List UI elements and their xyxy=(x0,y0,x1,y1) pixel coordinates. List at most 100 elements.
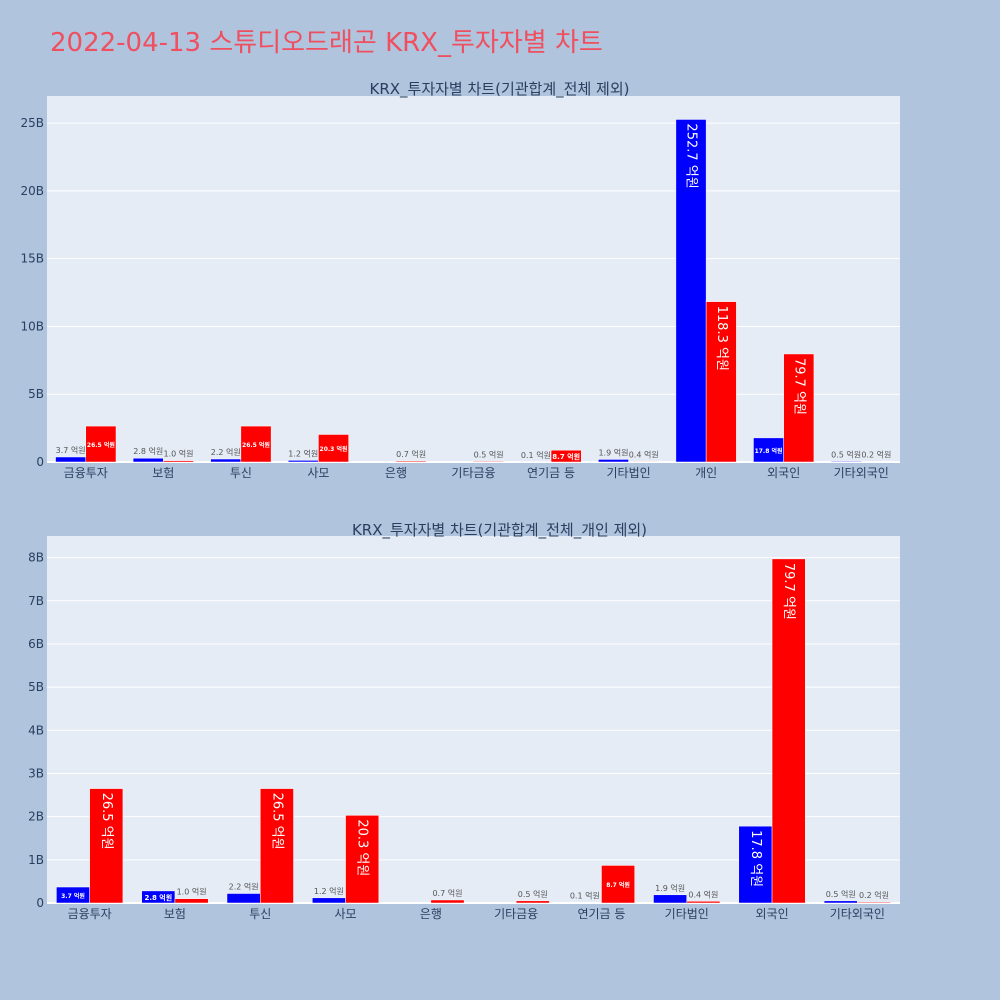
bar xyxy=(312,897,346,904)
data-label: 2.8 억원 xyxy=(144,893,172,902)
data-label: 17.8 억원 xyxy=(748,830,763,887)
bar xyxy=(675,119,707,463)
data-label: 118.3 억원 xyxy=(714,306,729,371)
data-label: 252.7 억원 xyxy=(684,123,699,188)
chart-title: KRX_투자자별 차트(기관합계_전체_개인 제외) xyxy=(352,521,647,540)
data-label: 1.0 억원 xyxy=(177,887,207,897)
bar xyxy=(473,461,504,463)
x-tick-label: 은행 xyxy=(385,465,407,480)
data-label: 1.2 억원 xyxy=(314,886,344,896)
bar xyxy=(857,901,891,904)
x-tick-label: 개인 xyxy=(695,466,717,480)
bar xyxy=(345,815,380,904)
bar xyxy=(210,458,242,463)
y-tick-label: 3B xyxy=(28,766,44,780)
data-label: 0.1 억원 xyxy=(521,450,551,460)
x-tick-label: 외국인 xyxy=(755,907,788,921)
x-tick-label: 투신 xyxy=(230,466,252,480)
data-label: 2.2 억원 xyxy=(211,447,241,457)
data-label: 17.8 억원 xyxy=(755,447,783,455)
x-tick-label: 금융투자 xyxy=(64,466,108,480)
bar xyxy=(55,456,87,463)
x-tick-label: 기타외국인 xyxy=(830,907,885,921)
data-label: 8.7 억원 xyxy=(606,881,630,889)
bar xyxy=(705,301,737,463)
data-label: 0.5 억원 xyxy=(474,449,504,459)
y-tick-label: 2B xyxy=(28,810,44,824)
y-tick-label: 7B xyxy=(28,594,44,608)
x-tick-label: 은행 xyxy=(420,906,442,921)
data-label: 0.1 억원 xyxy=(570,891,600,901)
page-title: 2022-04-13 스튜디오드래곤 KRX_투자자별 차트 xyxy=(50,28,603,58)
y-tick-label: 4B xyxy=(28,723,44,737)
data-label: 3.7 억원 xyxy=(56,445,86,455)
bar xyxy=(260,788,294,904)
x-tick-label: 금융투자 xyxy=(68,907,112,921)
x-tick-label: 연기금 등 xyxy=(577,907,625,921)
y-tick-label: 20B xyxy=(20,184,44,198)
data-label: 79.7 억원 xyxy=(781,563,796,620)
y-tick-label: 6B xyxy=(28,637,44,651)
x-tick-label: 외국인 xyxy=(767,466,800,480)
bar xyxy=(771,558,806,904)
chart-title: KRX_투자자별 차트(기관합계_전체 제외) xyxy=(370,80,630,99)
y-tick-label: 5B xyxy=(28,387,44,401)
y-tick-label: 15B xyxy=(20,252,44,266)
bar xyxy=(287,460,319,463)
data-label: 0.5 억원 xyxy=(826,889,856,899)
bar xyxy=(598,459,629,463)
x-tick-label: 투신 xyxy=(249,907,271,921)
chart-1: KRX_투자자별 차트(기관합계_전체 제외) 0 5B 10B 15B 20B 25B 금융… xyxy=(20,80,900,480)
bar xyxy=(601,865,635,904)
data-label: 79.7 억원 xyxy=(791,358,806,415)
plot-area xyxy=(47,96,900,462)
data-label: 2.8 억원 xyxy=(133,446,163,456)
x-tick-label: 연기금 등 xyxy=(527,466,575,480)
data-label: 1.9 억원 xyxy=(655,883,685,893)
chart-2: KRX_투자자별 차트(기관합계_전체_개인 제외) 0 1B 2B 3B 4B 5B 6B 7… xyxy=(28,521,900,921)
data-label: 26.5 억원 xyxy=(269,793,284,850)
y-tick-label: 1B xyxy=(28,853,44,867)
data-label: 0.2 억원 xyxy=(861,450,891,460)
y-tick-label: 8B xyxy=(28,551,44,565)
data-label: 1.9 억원 xyxy=(598,447,628,457)
bar xyxy=(753,437,784,463)
data-label: 1.0 억원 xyxy=(163,449,193,459)
x-tick-label: 기타금융 xyxy=(494,907,538,921)
bar xyxy=(132,457,164,463)
x-tick-label: 사모 xyxy=(307,466,329,480)
y-tick-label: 0 xyxy=(36,896,44,910)
data-label: 0.5 억원 xyxy=(831,449,861,459)
bar xyxy=(823,900,858,904)
data-label: 0.2 억원 xyxy=(859,890,889,900)
data-label: 3.7 억원 xyxy=(61,892,85,900)
bar xyxy=(738,825,773,904)
bar xyxy=(240,425,272,463)
y-tick-label: 5B xyxy=(28,680,44,694)
bar xyxy=(89,788,124,904)
bar xyxy=(141,890,176,904)
x-tick-label: 사모 xyxy=(335,907,357,921)
y-tick-label: 0 xyxy=(36,455,44,469)
bar xyxy=(163,460,194,463)
data-label: 0.4 억원 xyxy=(688,889,718,899)
data-label: 26.5 억원 xyxy=(242,441,270,449)
x-tick-label: 기타법인 xyxy=(607,466,651,480)
bar xyxy=(395,460,427,463)
bar xyxy=(628,461,660,463)
bar xyxy=(783,353,815,463)
bar xyxy=(174,898,209,904)
bar xyxy=(318,434,349,463)
bar xyxy=(430,899,465,904)
bar xyxy=(653,894,687,904)
bar xyxy=(515,900,550,904)
data-label: 0.4 억원 xyxy=(629,449,659,459)
data-label: 26.5 억원 xyxy=(99,793,114,850)
x-tick-label: 기타금융 xyxy=(451,466,495,480)
data-label: 2.2 억원 xyxy=(229,882,259,892)
data-label: 20.3 억원 xyxy=(355,819,370,876)
bar xyxy=(226,893,261,904)
x-tick-label: 보험 xyxy=(164,907,186,921)
data-label: 26.5 억원 xyxy=(87,441,115,449)
